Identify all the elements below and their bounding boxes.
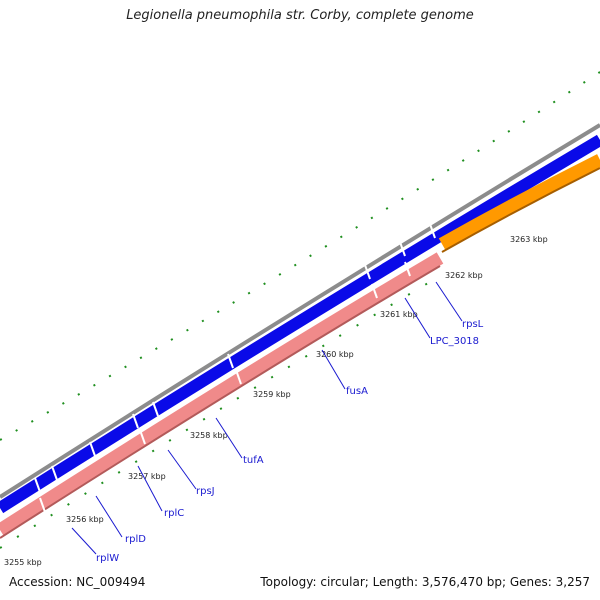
genome-title: Legionella pneumophila str. Corby, compl… bbox=[126, 8, 474, 23]
scale-tick-label: 3256 kbp bbox=[66, 515, 104, 524]
scale-ticks: 3255 kbp 3256 kbp 3257 kbp 3258 kbp 3259… bbox=[4, 235, 548, 567]
rrna-gene-shadow bbox=[441, 167, 600, 253]
gene-label-rpsj[interactable]: rpsJ bbox=[196, 486, 215, 497]
reverse-strand-genes bbox=[0, 252, 444, 536]
scale-tick-label: 3260 kbp bbox=[316, 350, 354, 359]
gc-skew-inner-ring bbox=[0, 275, 441, 549]
gene-label-tufa[interactable]: tufA bbox=[243, 455, 264, 466]
rrna-gene-block bbox=[438, 154, 600, 250]
scale-tick-label: 3255 kbp bbox=[4, 558, 42, 567]
gene-label-rplw[interactable]: rplW bbox=[96, 553, 119, 564]
gene-label-rplc[interactable]: rplC bbox=[164, 508, 184, 519]
reverse-strand-shadow bbox=[0, 265, 441, 539]
gene-labels: rplW rplD rplC rpsJ tufA fusA LPC_3018 r… bbox=[96, 319, 484, 564]
gc-skew-outer-ring bbox=[0, 71, 600, 441]
scale-tick-label: 3263 kbp bbox=[510, 235, 548, 244]
gene-label-rpld[interactable]: rplD bbox=[125, 534, 146, 545]
gene-label-leaders bbox=[71, 281, 463, 555]
accession-text: Accession: NC_009494 bbox=[9, 575, 146, 589]
reverse-gene-separators bbox=[39, 261, 411, 513]
scale-tick-label: 3257 kbp bbox=[128, 472, 166, 481]
gene-label-fusa[interactable]: fusA bbox=[346, 386, 368, 397]
scale-tick-label: 3258 kbp bbox=[190, 431, 228, 440]
gene-label-lpc-3018[interactable]: LPC_3018 bbox=[430, 336, 479, 347]
scale-tick-label: 3261 kbp bbox=[380, 310, 418, 319]
forward-strand-genes bbox=[0, 134, 600, 514]
genome-backbone bbox=[0, 123, 600, 499]
scale-tick-label: 3262 kbp bbox=[445, 271, 483, 280]
forward-gene-separators bbox=[34, 223, 436, 493]
genome-summary-text: Topology: circular; Length: 3,576,470 bp… bbox=[260, 575, 590, 589]
gene-label-rpsl[interactable]: rpsL bbox=[462, 319, 484, 330]
scale-tick-label: 3259 kbp bbox=[253, 390, 291, 399]
